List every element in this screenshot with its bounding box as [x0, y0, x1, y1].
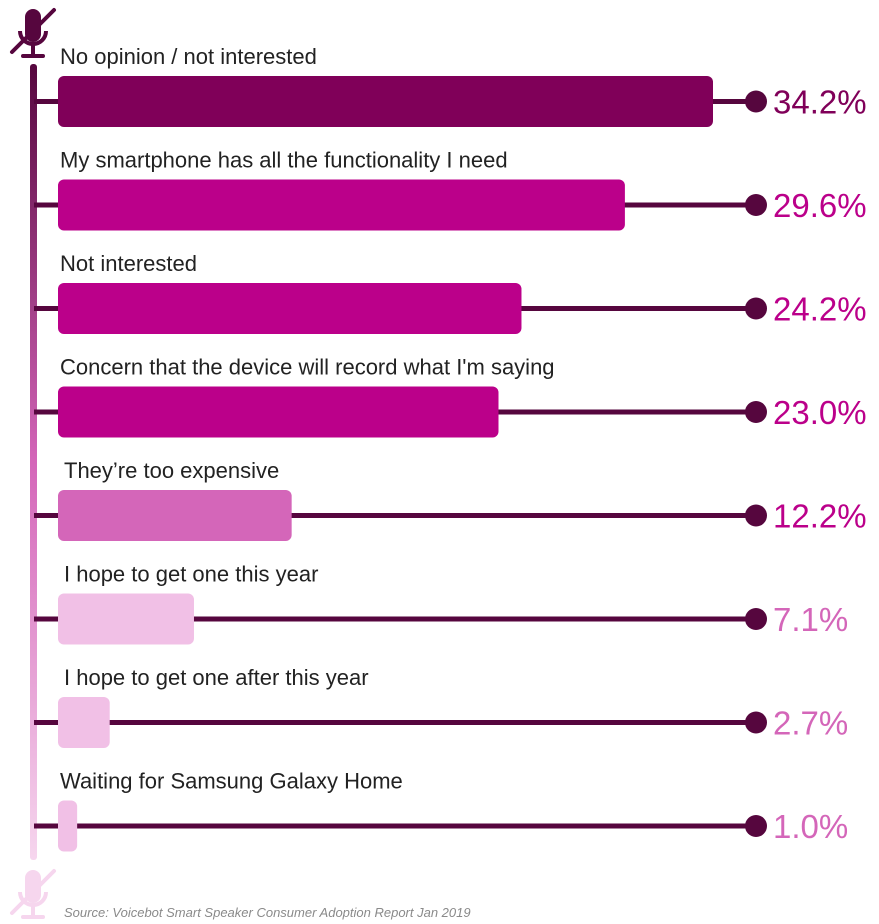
end-dot: [745, 401, 767, 423]
axis-stem: [30, 64, 37, 860]
category-label: I hope to get one this year: [64, 562, 318, 587]
bar: [58, 697, 110, 748]
category-label: Waiting for Samsung Galaxy Home: [60, 769, 403, 794]
end-dot: [745, 815, 767, 837]
value-label: 24.2%: [773, 291, 867, 328]
end-dot: [745, 90, 767, 113]
value-label: 2.7%: [773, 705, 848, 742]
bar: [58, 386, 499, 438]
bar: [58, 76, 713, 127]
microphone-icon: [10, 869, 56, 919]
category-label: Concern that the device will record what…: [60, 355, 555, 380]
value-label: 23.0%: [773, 394, 867, 431]
category-label: I hope to get one after this year: [64, 665, 369, 690]
end-dot: [745, 711, 767, 734]
source-note: Source: Voicebot Smart Speaker Consumer …: [64, 905, 471, 920]
bar: [58, 490, 292, 541]
bar: [58, 593, 194, 645]
value-label: 29.6%: [773, 187, 867, 224]
end-dot: [745, 504, 767, 527]
category-label: No opinion / not interested: [60, 44, 317, 69]
value-label: 12.2%: [773, 498, 867, 535]
bar-rows: No opinion / not interested 34.2% My smart…: [34, 44, 867, 852]
value-label: 7.1%: [773, 601, 848, 638]
microphone-icon: [10, 8, 56, 58]
end-dot: [745, 194, 767, 216]
category-label: My smartphone has all the functionality …: [60, 148, 508, 173]
bar: [58, 800, 78, 852]
value-label: 1.0%: [773, 808, 848, 845]
value-label: 34.2%: [773, 84, 867, 121]
end-dot: [745, 608, 767, 630]
category-label: They’re too expensive: [64, 458, 279, 483]
end-dot: [745, 297, 767, 320]
bar: [58, 283, 522, 334]
bar: [58, 179, 625, 231]
category-label: Not interested: [60, 251, 197, 276]
